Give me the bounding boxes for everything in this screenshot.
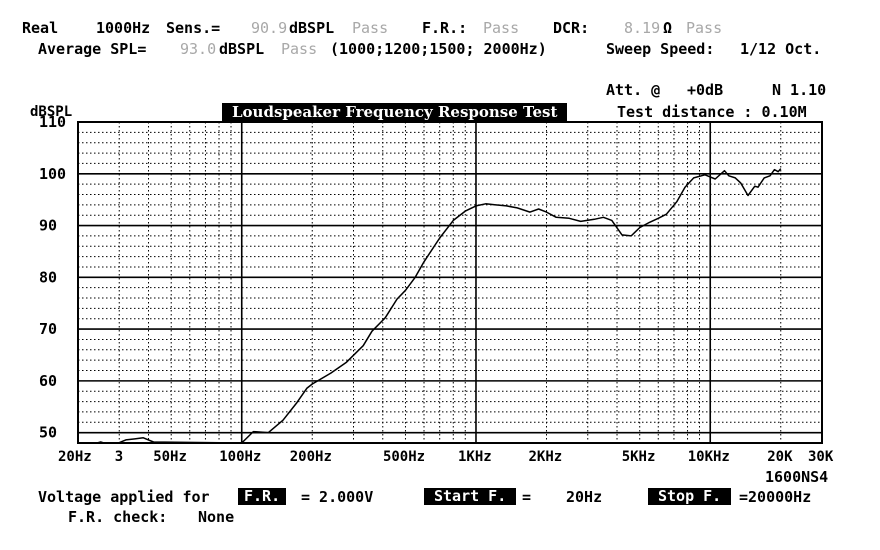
x-tick-label: 200Hz xyxy=(290,449,332,465)
plot-frame xyxy=(77,121,823,444)
start-frequency-value: 20Hz xyxy=(566,488,603,506)
sweep-speed-value: 1/12 Oct. xyxy=(740,40,822,58)
avg-spl-label: Average SPL= xyxy=(38,40,147,58)
y-tick-label: 60 xyxy=(39,372,57,390)
start-frequency-eq: = xyxy=(522,488,532,506)
sens-label: Sens.= xyxy=(166,19,221,37)
x-tick-label: 30K xyxy=(808,449,834,465)
x-tick-label: 20Hz xyxy=(58,449,92,465)
version-label: N 1.10 xyxy=(772,81,827,99)
y-axis-label: dBSPL xyxy=(30,104,73,120)
x-tick-label: 1KHz xyxy=(458,449,492,465)
x-tick-label: 3 xyxy=(115,449,123,465)
dcr-unit: Ω xyxy=(663,19,673,37)
fr-check-label: F.R. check: xyxy=(68,508,168,526)
attenuation-label: Att. @ xyxy=(606,81,661,99)
avg-spl-value: 93.0 xyxy=(180,40,217,58)
start-frequency-box: Start F. xyxy=(424,488,517,505)
stop-frequency-value: =20000Hz xyxy=(739,488,812,506)
dcr-status: Pass xyxy=(686,19,723,37)
sens-unit: dBSPL xyxy=(289,19,335,37)
avg-spl-status: Pass xyxy=(281,40,318,58)
x-tick-label: 500Hz xyxy=(383,449,425,465)
sweep-speed-label: Sweep Speed: xyxy=(606,40,715,58)
voltage-value: = 2.000V xyxy=(301,488,374,506)
fr-check-value: None xyxy=(198,508,235,526)
avg-spl-freqs: (1000;1200;1500; 2000Hz) xyxy=(330,40,547,58)
y-tick-label: 100 xyxy=(39,165,66,183)
mode-label: Real xyxy=(22,19,59,37)
dcr-value: 8.19 xyxy=(624,19,661,37)
fr-status: Pass xyxy=(483,19,520,37)
sens-status: Pass xyxy=(352,19,389,37)
x-tick-label: 50Hz xyxy=(153,449,187,465)
y-tick-label: 70 xyxy=(39,320,57,338)
frequency-value: 1000Hz xyxy=(96,19,151,37)
test-distance: Test distance : 0.10M xyxy=(617,103,807,121)
sens-value: 90.9 xyxy=(251,19,288,37)
fr-label: F.R.: xyxy=(422,19,468,37)
x-tick-label: 100Hz xyxy=(219,449,261,465)
y-tick-label: 50 xyxy=(39,424,57,442)
x-tick-label: 5KHz xyxy=(622,449,656,465)
avg-spl-unit: dBSPL xyxy=(219,40,265,58)
x-tick-label: 20K xyxy=(767,449,793,465)
model-label: 1600NS4 xyxy=(765,468,829,486)
y-tick-label: 110 xyxy=(39,113,66,131)
y-tick-label: 90 xyxy=(39,217,57,235)
x-tick-label: 2KHz xyxy=(529,449,563,465)
frequency-response-line xyxy=(94,168,782,443)
x-tick-label: 10KHz xyxy=(688,449,730,465)
dcr-label: DCR: xyxy=(553,19,590,37)
voltage-label: Voltage applied for xyxy=(38,488,210,506)
chart-title: Loudspeaker Frequency Response Test xyxy=(222,103,568,122)
fr-box: F.R. xyxy=(238,488,287,505)
stop-frequency-box: Stop F. xyxy=(648,488,732,505)
y-tick-label: 80 xyxy=(39,268,57,286)
attenuation-value: +0dB xyxy=(687,81,724,99)
